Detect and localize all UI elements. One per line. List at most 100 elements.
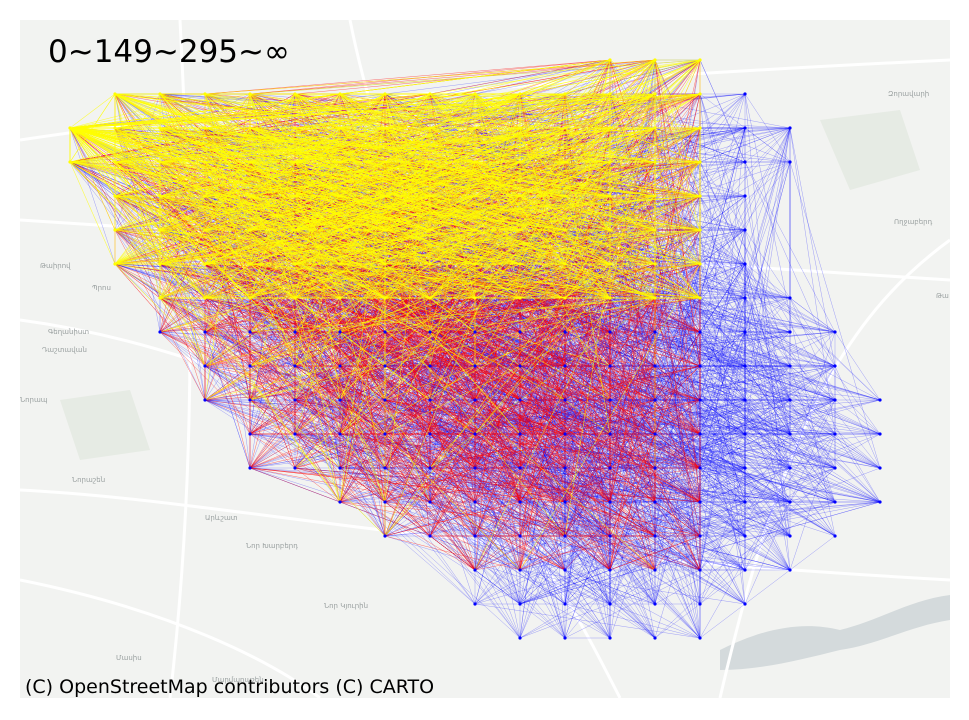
flow-line xyxy=(699,331,791,435)
flow-line xyxy=(699,127,746,571)
flow-line xyxy=(564,535,701,605)
flow-line xyxy=(699,297,746,469)
flow-line xyxy=(699,331,746,435)
flow-line xyxy=(699,399,746,435)
flow-line xyxy=(744,365,791,469)
flow-line xyxy=(789,467,881,503)
flow-line xyxy=(384,297,611,333)
flow-line xyxy=(744,127,791,401)
flow-line xyxy=(699,127,791,571)
flow-line xyxy=(564,569,701,639)
flow-line xyxy=(699,229,881,401)
flow-line xyxy=(474,603,701,639)
flow-line xyxy=(564,535,791,571)
flow-line xyxy=(519,569,611,605)
flow-line xyxy=(699,93,746,605)
flow-line xyxy=(744,297,791,571)
flow-line xyxy=(429,331,611,503)
flow-line xyxy=(654,399,791,571)
flow-line xyxy=(699,535,836,639)
flow-line xyxy=(744,127,791,231)
park-area xyxy=(60,390,150,460)
flow-line xyxy=(654,501,836,537)
flow-line xyxy=(429,535,611,639)
flow-line xyxy=(564,433,611,537)
flow-line xyxy=(699,399,836,469)
flow-line xyxy=(789,433,836,503)
flow-line xyxy=(744,161,791,333)
flow-line xyxy=(744,263,791,435)
flow-line xyxy=(519,569,746,605)
flow-line xyxy=(429,331,656,469)
flow-line xyxy=(699,467,836,605)
flow-line xyxy=(609,535,746,571)
flow-line xyxy=(789,433,836,503)
flow-line xyxy=(699,331,881,503)
flow-line xyxy=(519,603,611,639)
flow-line xyxy=(429,297,611,401)
flow-line xyxy=(699,399,746,469)
flow-line xyxy=(384,467,701,639)
road xyxy=(20,578,321,698)
flow-line xyxy=(699,229,791,333)
flow-line xyxy=(114,263,206,367)
flow-line xyxy=(654,535,791,571)
flow-line xyxy=(159,331,296,469)
flow-line xyxy=(699,399,836,639)
flow-line xyxy=(699,365,791,469)
flow-line xyxy=(654,433,881,503)
flow-line xyxy=(744,93,791,571)
flow-line xyxy=(699,161,836,367)
flow-line xyxy=(789,297,836,401)
flow-line xyxy=(699,229,746,537)
flow-line xyxy=(744,161,836,333)
flow-line xyxy=(699,229,746,265)
flow-line xyxy=(474,535,656,571)
flow-line xyxy=(789,297,836,333)
flow-line xyxy=(699,127,746,299)
flow-line xyxy=(519,501,746,639)
flow-line xyxy=(699,331,746,435)
flow-line xyxy=(519,501,746,605)
flow-line xyxy=(699,195,836,503)
flow-line xyxy=(699,399,836,571)
flow-line xyxy=(519,535,701,571)
flow-line xyxy=(654,161,791,537)
flow-line xyxy=(744,467,791,571)
flow-line xyxy=(699,365,791,469)
flow-line xyxy=(204,59,611,95)
flow-line xyxy=(744,501,791,571)
flow-line xyxy=(744,297,791,435)
flow-line xyxy=(699,467,746,605)
flow-line xyxy=(564,603,701,639)
flow-line xyxy=(429,59,656,95)
flow-line xyxy=(699,59,746,163)
flow-line xyxy=(159,263,296,401)
flow-line xyxy=(339,501,521,537)
flow-line xyxy=(699,433,746,503)
flow-line xyxy=(699,365,836,571)
flow-line xyxy=(699,93,836,503)
flow-line xyxy=(699,365,836,605)
flow-line xyxy=(654,127,791,605)
road xyxy=(20,488,950,582)
flow-line xyxy=(609,569,701,605)
map-panel[interactable]: Զորավարի Ողջաբերդ Թա Թաիրով Պրոս Գեղանիս… xyxy=(20,20,950,698)
flow-map-canvas xyxy=(20,20,950,698)
flow-line xyxy=(699,501,746,537)
flow-line xyxy=(204,297,251,469)
flow-line xyxy=(564,501,611,537)
flow-line xyxy=(654,467,836,639)
flow-line xyxy=(519,535,566,639)
flow-line xyxy=(654,501,791,571)
flow-line xyxy=(474,365,701,537)
flow-line xyxy=(249,365,431,537)
flow-line xyxy=(789,365,836,401)
flow-line xyxy=(744,127,791,163)
flow-line xyxy=(699,229,746,401)
flow-line xyxy=(744,297,836,469)
flow-line xyxy=(744,127,791,163)
flow-line xyxy=(744,93,836,537)
park-area xyxy=(820,110,920,190)
flow-line xyxy=(609,297,656,571)
